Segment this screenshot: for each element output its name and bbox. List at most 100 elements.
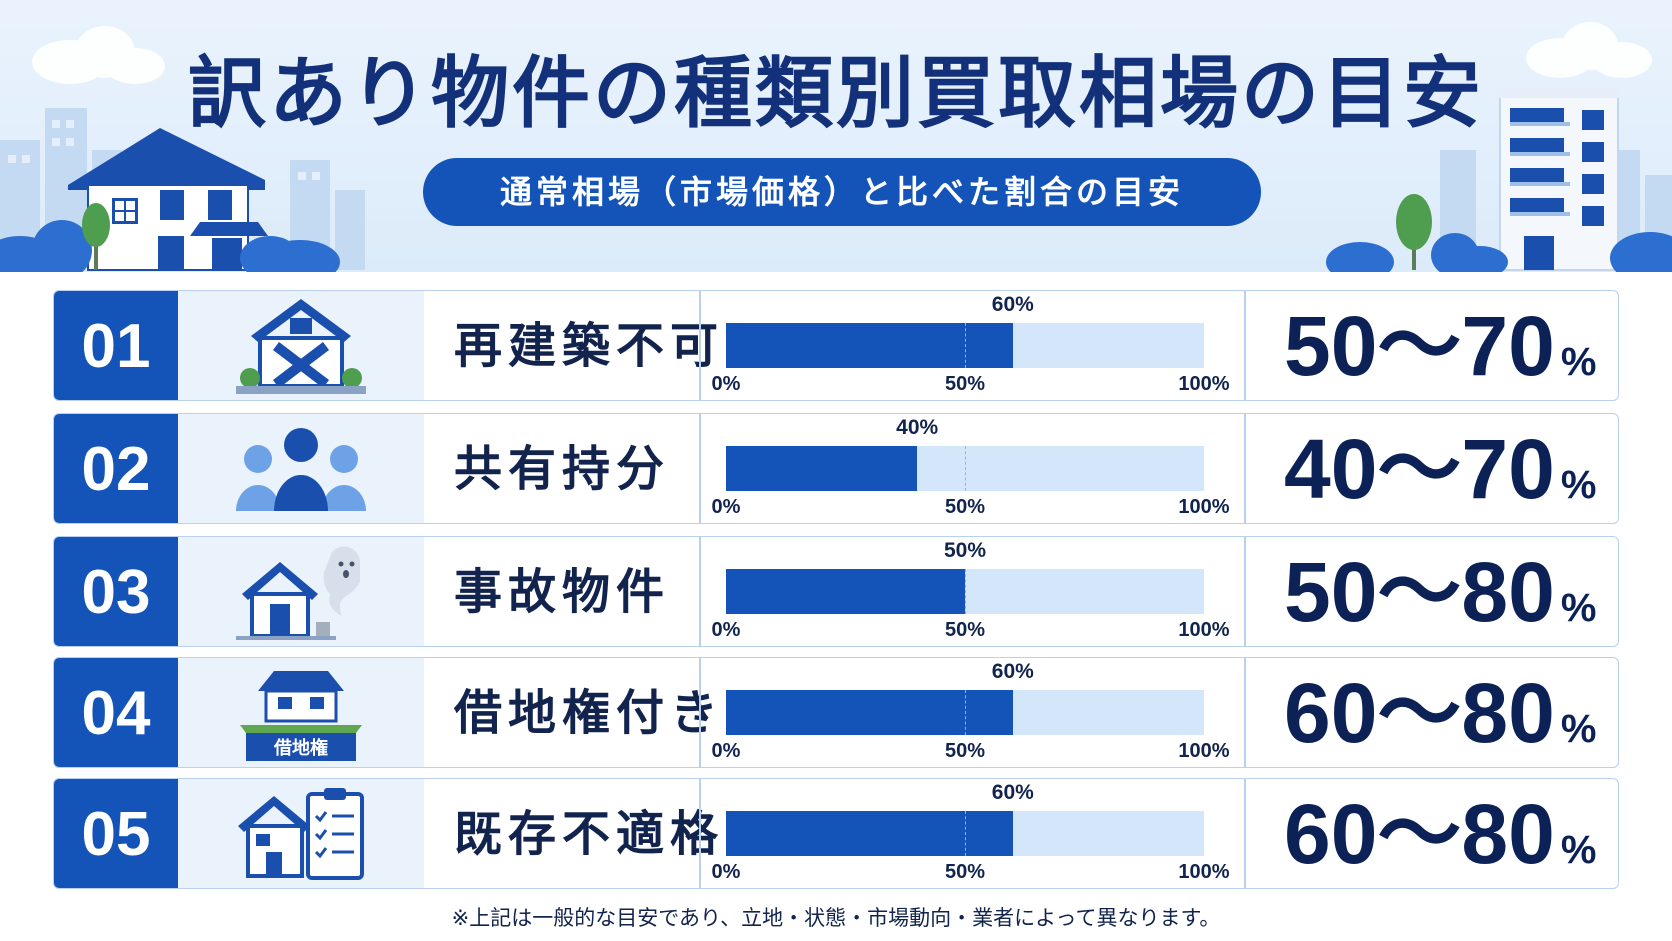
category-name: 再建築不可	[454, 318, 725, 374]
cloud-left-icon	[32, 26, 165, 84]
list-item: 02 共有持分 40% 0% 50% 100% 40〜70%	[53, 413, 1619, 524]
divider	[699, 414, 701, 523]
axis-tick-label: 0%	[711, 740, 741, 762]
category-name: 事故物件	[454, 564, 671, 620]
divider	[1244, 537, 1246, 646]
row-number: 04	[54, 658, 178, 767]
house-on-land-icon: 借地権	[240, 671, 362, 761]
axis-tick-label: 50%	[944, 740, 986, 762]
midline	[965, 811, 966, 856]
divider	[1244, 414, 1246, 523]
axis-tick-label: 100%	[1178, 496, 1230, 518]
midline	[965, 569, 966, 614]
range-unit: %	[1560, 463, 1597, 507]
footnote: ※上記は一般的な目安であり、立地・状態・市場動向・業者によって異なります。	[451, 906, 1221, 930]
bar-fill	[726, 446, 918, 491]
axis-tick-label: 50%	[944, 496, 986, 518]
bar-value-label: 60%	[991, 781, 1034, 804]
range-text: 60〜80	[1284, 666, 1555, 760]
list-item: 05 既存不適格	[53, 778, 1619, 889]
bar-fill	[726, 690, 1013, 735]
cloud-right-icon	[1526, 22, 1652, 78]
bar-track	[726, 323, 1204, 368]
axis-tick-label: 0%	[711, 619, 741, 641]
subtitle-pill: 通常相場（市場価格）と比べた割合の目安	[423, 158, 1261, 226]
range-value: 50〜70%	[1284, 291, 1596, 400]
house-checklist-icon	[238, 788, 364, 880]
bushes-right	[1326, 232, 1672, 272]
axis-tick-label: 100%	[1178, 861, 1230, 883]
house-ghost-icon	[236, 546, 360, 640]
bar-track	[726, 811, 1204, 856]
axis-tick-label: 50%	[944, 619, 986, 641]
divider	[1244, 779, 1246, 888]
row-number: 01	[54, 291, 178, 400]
row-number: 05	[54, 779, 178, 888]
icon-panel: 借地権	[178, 658, 424, 767]
midline	[965, 323, 966, 368]
list-item: 04 借地権 借地権付き 60% 0% 50% 100%	[53, 657, 1619, 768]
divider	[699, 658, 701, 767]
midline	[965, 446, 966, 491]
range-value: 60〜80%	[1284, 658, 1596, 767]
list-item: 03 事故物件 50% 0% 50	[53, 536, 1619, 647]
land-label: 借地権	[273, 737, 328, 759]
icon-panel	[178, 414, 424, 523]
axis-tick-label: 100%	[1178, 740, 1230, 762]
icon-panel	[178, 537, 424, 646]
axis-tick-label: 100%	[1178, 619, 1230, 641]
range-unit: %	[1560, 828, 1597, 872]
bar-track	[726, 569, 1204, 614]
tree-right-icon	[1396, 194, 1432, 270]
range-value: 60〜80%	[1284, 779, 1596, 888]
axis-tick-label: 50%	[944, 373, 986, 395]
page-title: 訳あり物件の種類別買取相場の目安	[187, 49, 1484, 139]
range-text: 50〜80	[1284, 545, 1555, 639]
axis-tick-label: 100%	[1178, 373, 1230, 395]
bar-track	[726, 690, 1204, 735]
axis-tick-label: 0%	[711, 861, 741, 883]
axis-tick-label: 50%	[944, 861, 986, 883]
icon-panel	[178, 291, 424, 400]
cityscape-illustration	[0, 22, 1672, 272]
icon-panel	[178, 779, 424, 888]
range-unit: %	[1560, 707, 1597, 751]
list-item: 01 再建築不可 60% 0% 50% 10	[53, 290, 1619, 401]
house-with-x-icon	[236, 299, 366, 394]
bar-track	[726, 446, 1204, 491]
bar-value-label: 40%	[896, 416, 939, 439]
bar-fill	[726, 569, 965, 614]
range-text: 40〜70	[1284, 422, 1555, 516]
divider	[699, 779, 701, 888]
three-people-icon	[236, 428, 366, 511]
bar-value-label: 50%	[943, 539, 987, 562]
divider	[1244, 291, 1246, 400]
range-unit: %	[1560, 340, 1597, 384]
range-text: 60〜80	[1284, 787, 1555, 881]
category-name: 共有持分	[454, 441, 671, 497]
house-left-icon	[68, 128, 268, 271]
bushes-left	[0, 220, 340, 272]
range-value: 50〜80%	[1284, 537, 1596, 646]
divider	[1244, 658, 1246, 767]
bar-value-label: 60%	[991, 293, 1034, 316]
divider	[699, 537, 701, 646]
axis-tick-label: 0%	[711, 373, 741, 395]
range-text: 50〜70	[1284, 299, 1555, 393]
row-number: 02	[54, 414, 178, 523]
tree-left-icon	[82, 203, 110, 270]
bar-fill	[726, 811, 1013, 856]
range-unit: %	[1560, 586, 1597, 630]
apartment-building-icon	[1496, 88, 1622, 271]
midline	[965, 690, 966, 735]
bar-fill	[726, 323, 1013, 368]
header-banner: 訳あり物件の種類別買取相場の目安 通常相場（市場価格）と比べた割合の目安	[0, 0, 1672, 272]
category-name: 既存不適格	[454, 806, 725, 862]
divider	[699, 291, 701, 400]
bar-value-label: 60%	[991, 660, 1034, 683]
category-name: 借地権付き	[454, 685, 725, 741]
row-number: 03	[54, 537, 178, 646]
axis-tick-label: 0%	[711, 496, 741, 518]
